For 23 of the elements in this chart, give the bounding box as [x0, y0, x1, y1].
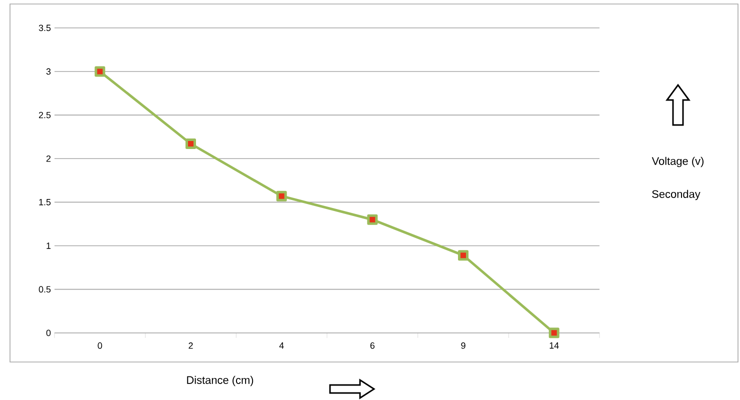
point [367, 214, 378, 225]
point [186, 138, 196, 150]
y-tick-label: 1.5 [39, 199, 51, 206]
y-axis-title: Voltage (v) [652, 156, 704, 168]
y-tick-label: 0.5 [38, 286, 51, 293]
x-tick-label: 4 [279, 342, 284, 349]
x-axis-title: Distance (cm) [187, 376, 254, 386]
x-tick-label: 6 [370, 342, 375, 349]
y-tick-label: 3 [46, 68, 51, 75]
y-tick-label: 2 [46, 155, 51, 162]
x-tick-label: 9 [461, 342, 466, 349]
x-tick-label: 0 [98, 342, 102, 349]
y-tick-label: 2.5 [38, 112, 51, 118]
point [458, 250, 469, 261]
text: Seconday [652, 190, 700, 200]
x-tick-label: 2 [188, 342, 193, 349]
y-tick-label: 3.5 [38, 24, 51, 32]
point [548, 328, 560, 338]
x-tick-label: 14 [550, 342, 559, 349]
point [276, 190, 287, 202]
y-tick-label: 0 [46, 330, 51, 336]
y-tick-label: 1 [46, 242, 51, 249]
point [94, 66, 106, 77]
